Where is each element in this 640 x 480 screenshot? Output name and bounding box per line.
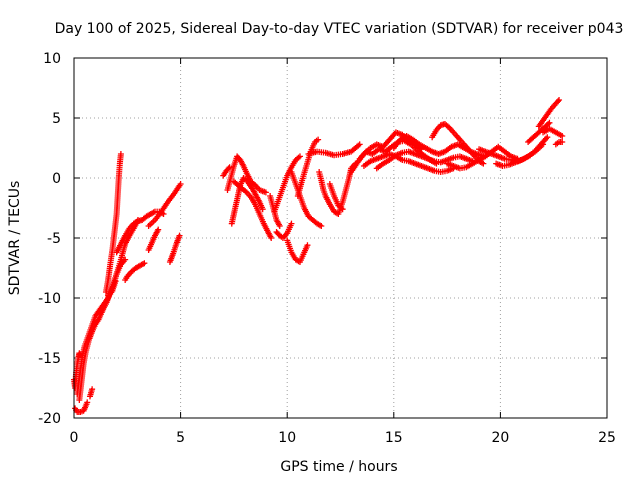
grid-lines <box>74 58 607 418</box>
y-tick-label: 5 <box>52 111 61 127</box>
data-point <box>276 223 283 229</box>
y-tick-label: -5 <box>47 231 61 247</box>
data-track <box>220 164 233 179</box>
x-tick-labels: 0 5 10 15 20 25 <box>70 430 616 446</box>
data-track <box>105 256 129 299</box>
data-point <box>546 119 553 126</box>
x-tick-label: 0 <box>70 430 79 446</box>
data-point <box>356 141 363 148</box>
data-point <box>554 98 561 105</box>
x-tick-label: 25 <box>598 430 616 446</box>
y-tick-label: -10 <box>38 291 61 307</box>
plot-frame <box>73 57 608 419</box>
data-track <box>145 181 184 229</box>
y-axis-label: SDTVAR / TECUs <box>7 181 23 296</box>
y-tick-labels: -20 -15 -10 -5 0 5 10 <box>38 51 61 427</box>
data-point <box>117 151 124 157</box>
data-track <box>288 169 325 229</box>
data-point <box>155 226 162 233</box>
data-track <box>102 151 124 295</box>
y-tick-label: -20 <box>38 411 61 427</box>
data-track <box>76 278 119 403</box>
y-tick-label: -15 <box>38 351 61 367</box>
data-track <box>373 148 476 172</box>
data-points <box>71 97 566 415</box>
data-track <box>273 220 295 241</box>
x-tick-label: 5 <box>176 430 185 446</box>
data-point <box>122 256 129 263</box>
data-point <box>559 139 566 145</box>
data-track <box>284 237 311 265</box>
data-point <box>89 386 96 393</box>
data-track <box>540 125 566 139</box>
data-point <box>544 134 551 141</box>
data-track <box>86 386 96 400</box>
data-track <box>326 181 346 213</box>
data-track <box>122 260 148 283</box>
data-point <box>141 260 148 267</box>
data-point <box>296 153 303 160</box>
data-track <box>305 141 363 159</box>
data-point <box>288 220 295 227</box>
data-point <box>225 165 232 172</box>
data-point <box>226 164 233 171</box>
y-tick-label: 0 <box>52 171 61 187</box>
data-track <box>145 226 162 253</box>
data-point <box>559 133 566 139</box>
data-point <box>259 206 266 213</box>
data-track <box>271 153 303 215</box>
data-track <box>166 232 183 265</box>
data-point <box>556 97 563 103</box>
data-point <box>339 206 346 213</box>
x-tick-label: 15 <box>385 430 403 446</box>
data-point <box>315 136 322 143</box>
data-point <box>262 189 269 196</box>
x-tick-label: 10 <box>278 430 296 446</box>
data-point <box>304 242 311 249</box>
data-point <box>177 181 184 187</box>
data-track <box>493 134 551 169</box>
data-point <box>318 223 325 229</box>
data-track <box>224 153 269 196</box>
data-track <box>72 399 91 415</box>
x-tick-label: 20 <box>491 430 509 446</box>
data-point <box>84 399 91 406</box>
chart-title: Day 100 of 2025, Sidereal Day-to-day VTE… <box>55 21 624 37</box>
y-tick-label: 10 <box>43 51 61 67</box>
data-point <box>545 121 552 127</box>
x-axis-label: GPS time / hours <box>280 459 397 475</box>
data-point <box>176 232 183 239</box>
data-track <box>230 178 275 241</box>
data-track <box>535 97 563 130</box>
data-point <box>480 160 487 167</box>
data-track <box>552 139 566 148</box>
data-point <box>268 235 275 241</box>
